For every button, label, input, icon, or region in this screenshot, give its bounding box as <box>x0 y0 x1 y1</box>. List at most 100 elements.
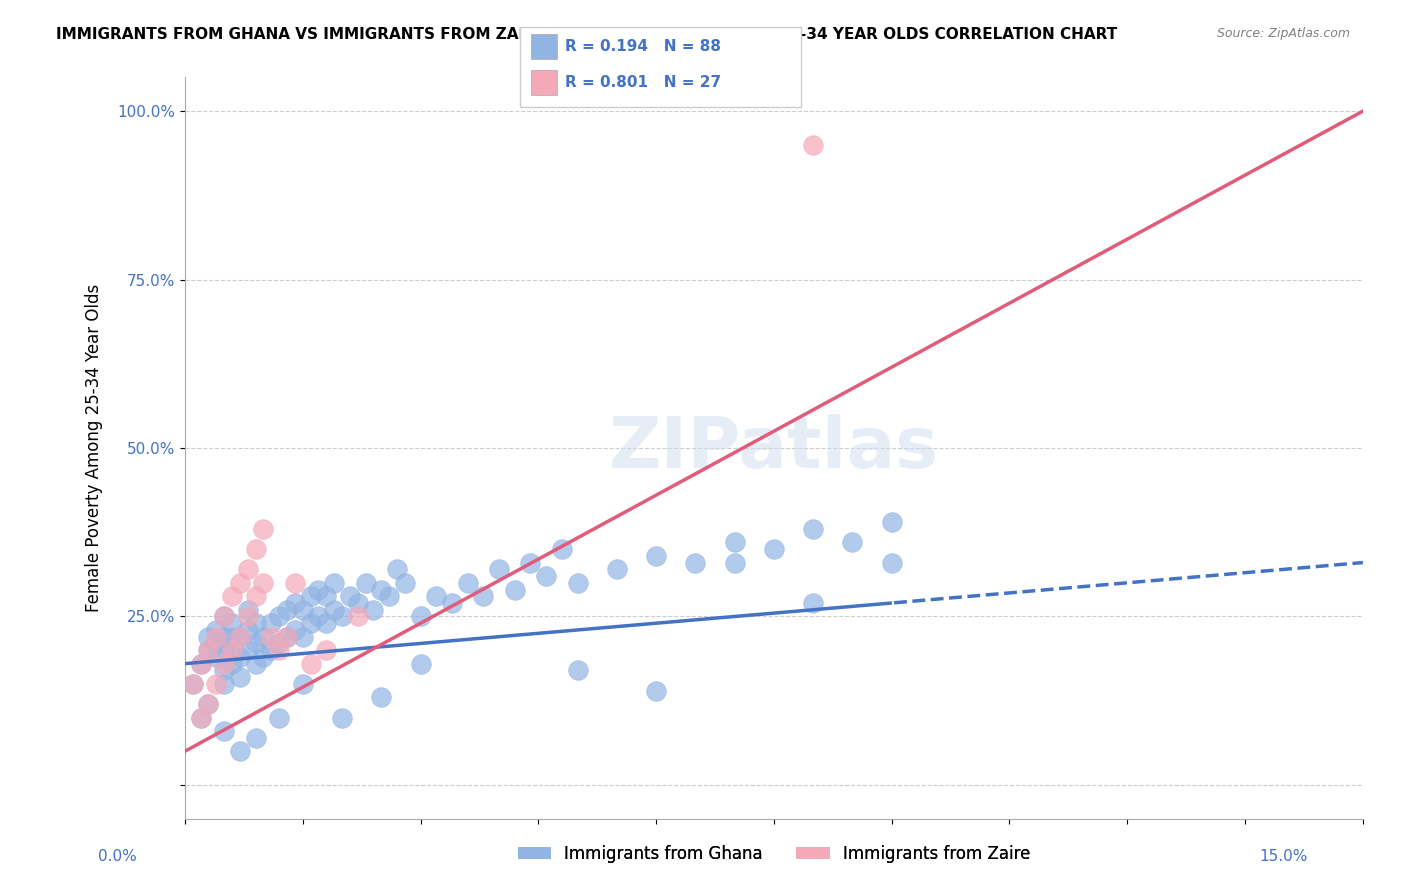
Point <box>378 589 401 603</box>
Point <box>252 649 274 664</box>
Point <box>307 582 329 597</box>
Point <box>534 569 557 583</box>
Point <box>567 664 589 678</box>
Point <box>212 630 235 644</box>
Point <box>269 643 291 657</box>
Point <box>245 616 267 631</box>
Text: R = 0.801   N = 27: R = 0.801 N = 27 <box>565 75 721 89</box>
Point <box>229 744 252 758</box>
Point <box>181 677 204 691</box>
Point <box>212 664 235 678</box>
Point <box>685 556 707 570</box>
Point <box>245 542 267 557</box>
Point <box>363 603 385 617</box>
Text: ZIPatlas: ZIPatlas <box>609 414 939 483</box>
Point <box>236 623 259 637</box>
Point <box>567 575 589 590</box>
Point <box>276 630 298 644</box>
Point <box>284 575 307 590</box>
Point <box>880 556 903 570</box>
Point <box>221 616 243 631</box>
Point <box>841 535 863 549</box>
Point <box>252 522 274 536</box>
Point <box>299 657 322 671</box>
Point <box>346 609 368 624</box>
Point <box>229 630 252 644</box>
Point <box>197 697 219 711</box>
Point <box>299 616 322 631</box>
Point <box>205 630 228 644</box>
Point <box>236 603 259 617</box>
Point <box>205 623 228 637</box>
Point <box>212 657 235 671</box>
Point <box>370 690 392 705</box>
Point <box>221 630 243 644</box>
Point <box>801 137 824 152</box>
Point <box>181 677 204 691</box>
Legend: Immigrants from Ghana, Immigrants from Zaire: Immigrants from Ghana, Immigrants from Z… <box>510 838 1036 870</box>
Point <box>229 670 252 684</box>
Point <box>284 623 307 637</box>
Point <box>291 677 314 691</box>
Point <box>488 562 510 576</box>
Point <box>330 609 353 624</box>
Point <box>212 643 235 657</box>
Point <box>236 562 259 576</box>
Point <box>723 535 745 549</box>
Point <box>472 589 495 603</box>
Point <box>299 589 322 603</box>
Point <box>229 630 252 644</box>
Point <box>880 515 903 529</box>
Point <box>385 562 408 576</box>
Point <box>205 649 228 664</box>
Point <box>354 575 377 590</box>
Point <box>212 677 235 691</box>
Point <box>346 596 368 610</box>
Point <box>245 589 267 603</box>
Point <box>229 575 252 590</box>
Point <box>307 609 329 624</box>
Text: Source: ZipAtlas.com: Source: ZipAtlas.com <box>1216 27 1350 40</box>
Point <box>197 643 219 657</box>
Point <box>236 643 259 657</box>
Point <box>212 724 235 739</box>
Point <box>190 657 212 671</box>
Point <box>315 616 337 631</box>
Point <box>394 575 416 590</box>
Text: R = 0.194   N = 88: R = 0.194 N = 88 <box>565 39 721 54</box>
Point <box>323 575 346 590</box>
Point <box>519 556 541 570</box>
Point <box>801 596 824 610</box>
Point <box>260 616 283 631</box>
Point <box>269 710 291 724</box>
Point <box>205 677 228 691</box>
Point <box>645 683 668 698</box>
Point <box>221 657 243 671</box>
Point <box>190 710 212 724</box>
Point <box>197 643 219 657</box>
Point <box>252 575 274 590</box>
Point <box>212 609 235 624</box>
Point <box>260 630 283 644</box>
Point <box>370 582 392 597</box>
Point <box>221 589 243 603</box>
Point <box>291 630 314 644</box>
Point <box>276 630 298 644</box>
Text: 0.0%: 0.0% <box>98 849 138 863</box>
Point <box>801 522 824 536</box>
Point <box>212 609 235 624</box>
Point <box>197 630 219 644</box>
Point <box>221 643 243 657</box>
Point <box>409 657 432 671</box>
Point <box>205 636 228 650</box>
Point <box>291 603 314 617</box>
Point <box>190 657 212 671</box>
Text: 15.0%: 15.0% <box>1260 849 1308 863</box>
Point <box>425 589 447 603</box>
Text: IMMIGRANTS FROM GHANA VS IMMIGRANTS FROM ZAIRE FEMALE POVERTY AMONG 25-34 YEAR O: IMMIGRANTS FROM GHANA VS IMMIGRANTS FROM… <box>56 27 1118 42</box>
Point <box>252 630 274 644</box>
Point <box>269 609 291 624</box>
Point <box>221 643 243 657</box>
Point <box>236 609 259 624</box>
Point <box>269 636 291 650</box>
